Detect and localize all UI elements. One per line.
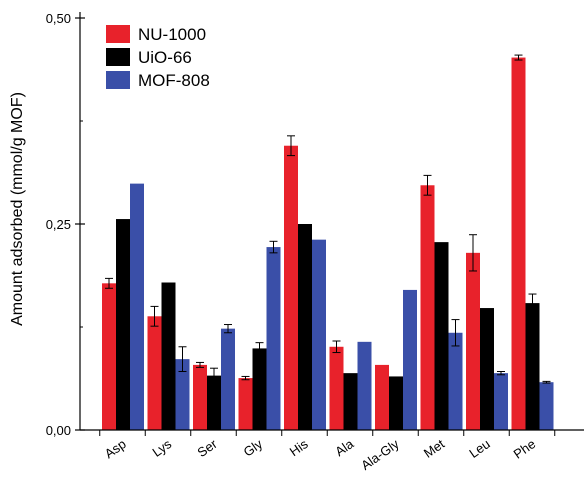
bar [238,378,253,430]
bar [147,316,162,430]
x-tick-label: His [287,436,311,459]
x-tick-label: Ser [195,436,221,460]
bar [193,364,207,430]
legend-swatch [106,71,130,89]
y-tick-label: 0,00 [46,423,71,438]
bar [539,382,554,430]
bar [480,308,494,430]
bar [252,348,267,430]
y-axis-title: Amount adsorbed (mmol/g MOF) [9,92,26,326]
bar [266,247,281,430]
bar [403,289,417,430]
bar [448,332,463,430]
bar [312,239,326,430]
y-tick-label: 0,50 [46,11,71,26]
bar [466,252,480,430]
legend-label: MOF-808 [138,71,210,90]
bar [525,303,540,430]
x-tick-label: Met [421,436,448,461]
legend: NU-1000 UiO-66 MOF-808 [106,25,210,90]
x-tick-label: Asp [102,436,129,461]
bar [298,224,312,430]
y-tick-label: 0,25 [46,217,71,232]
x-tick-label: Leu [466,436,492,461]
bar [221,328,235,430]
legend-label: UiO-66 [138,48,192,67]
bar [130,183,144,430]
bar [375,364,389,430]
bar [161,282,176,430]
legend-label: NU-1000 [138,25,206,44]
bar [284,145,298,430]
bar [494,373,508,430]
bar [175,359,190,430]
bar [102,283,116,430]
bar [434,242,449,430]
legend-swatch [106,48,130,66]
x-tick-label: Phe [511,436,539,462]
bar [116,219,130,430]
bar [511,57,526,430]
bar [343,373,358,430]
bar [420,185,435,430]
x-tick-label: Ala [332,436,357,460]
x-tick-label: Ala-Gly [358,436,402,473]
bars-group [102,54,554,430]
x-tick-label: Gly [241,436,266,460]
legend-swatch [106,25,130,43]
bar [389,376,403,430]
bar [207,375,221,430]
x-tick-label: Lys [149,436,174,460]
bar [357,341,372,430]
bar [329,346,344,430]
